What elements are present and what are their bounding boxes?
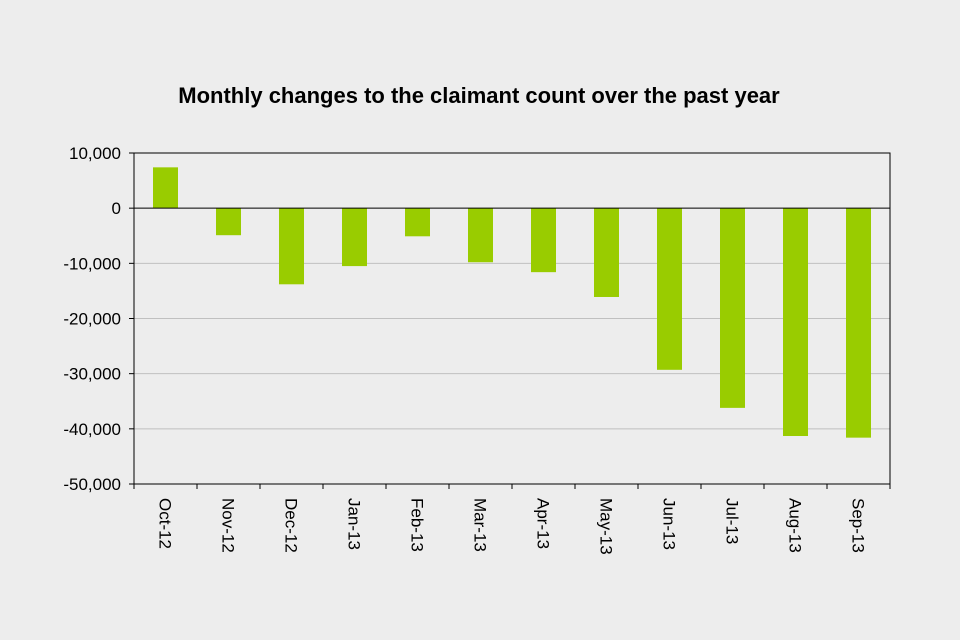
- bar-nov-12: [216, 208, 241, 236]
- x-tick-label: Feb-13: [408, 498, 427, 552]
- x-tick-label: Apr-13: [534, 498, 553, 549]
- x-tick-label: Nov-12: [219, 498, 238, 553]
- chart-title: Monthly changes to the claimant count ov…: [178, 83, 780, 108]
- x-tick-label: Sep-13: [849, 498, 868, 553]
- bars: [153, 167, 871, 438]
- bar-jul-13: [720, 208, 745, 408]
- y-tick-label: 10,000: [69, 144, 121, 163]
- y-tick-label: -40,000: [63, 420, 121, 439]
- x-tick-label: Jul-13: [723, 498, 742, 544]
- bar-may-13: [594, 208, 619, 297]
- x-tick-label: Oct-12: [156, 498, 175, 549]
- x-tick-label: Jun-13: [660, 498, 679, 550]
- y-tick-label: -10,000: [63, 254, 121, 273]
- bar-feb-13: [405, 208, 430, 237]
- bar-oct-12: [153, 167, 178, 209]
- x-tick-label: Mar-13: [471, 498, 490, 552]
- y-tick-label: -20,000: [63, 310, 121, 329]
- bar-aug-13: [783, 208, 808, 437]
- x-axis-ticks: Oct-12 Nov-12 Dec-12 Jan-13 Feb-13 Mar-13 Apr-…: [133, 484, 891, 555]
- y-tick-label: -30,000: [63, 365, 121, 384]
- x-tick-label: Jan-13: [345, 498, 364, 550]
- bar-mar-13: [468, 208, 493, 263]
- gridlines: [134, 152, 890, 485]
- x-tick-label: May-13: [597, 498, 616, 555]
- y-axis-ticks: 10,000 0 -10,000 -20,000 -30,000 -40,000 -50,0…: [63, 144, 134, 494]
- y-tick-label: -50,000: [63, 475, 121, 494]
- bar-jan-13: [342, 208, 367, 267]
- bar-apr-13: [531, 208, 556, 273]
- bar-jun-13: [657, 208, 682, 370]
- y-tick-label: 0: [112, 199, 121, 218]
- x-tick-label: Dec-12: [282, 498, 301, 553]
- x-tick-label: Aug-13: [786, 498, 805, 553]
- bar-dec-12: [279, 208, 304, 285]
- bar-sep-13: [846, 208, 871, 438]
